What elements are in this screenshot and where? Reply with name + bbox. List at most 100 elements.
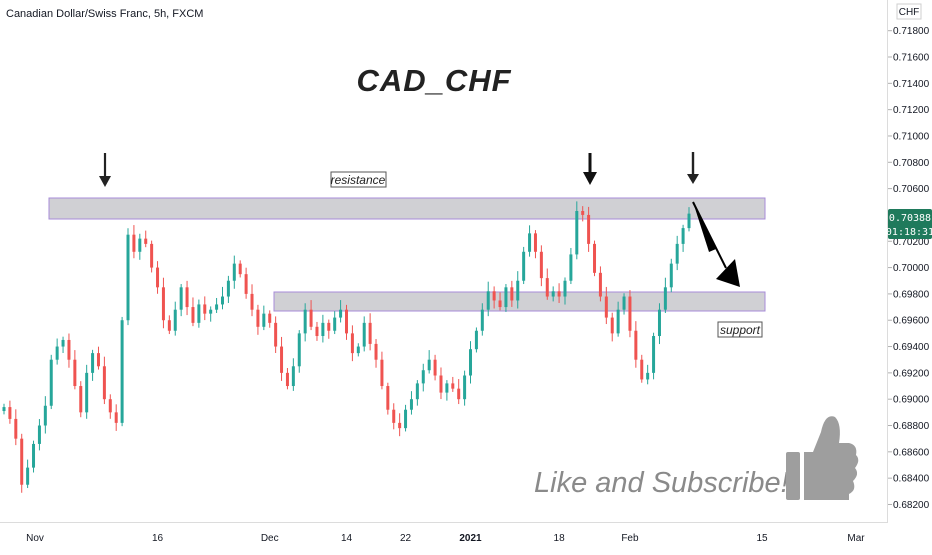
last-price-tag: 0.70388 01:18:31: [886, 209, 932, 239]
candle: [356, 343, 360, 357]
candle: [386, 382, 390, 415]
price-tick-label: 0.68400: [893, 474, 930, 485]
candle: [215, 297, 219, 313]
bar-countdown: 01:18:31: [886, 227, 932, 238]
thumbs-up-icon: [786, 416, 859, 500]
price-tick-label: 0.69600: [893, 316, 930, 327]
candle: [333, 311, 337, 335]
candle: [628, 290, 632, 338]
candle: [43, 396, 47, 434]
resistance-label-box: [330, 171, 387, 188]
price-tick-label: 0.69400: [893, 342, 930, 353]
price-tick-label: 0.68600: [893, 447, 930, 458]
candle: [232, 255, 236, 289]
candle: [557, 283, 561, 303]
candle: [26, 459, 30, 489]
resistance-arrow-middle: [583, 153, 597, 185]
candle: [37, 419, 41, 451]
candle: [303, 303, 307, 342]
candle: [14, 409, 18, 446]
price-tick-label: 0.71600: [893, 53, 930, 64]
candle: [256, 304, 260, 335]
candle: [457, 379, 461, 405]
candle: [309, 300, 313, 331]
candle: [67, 333, 71, 368]
candle: [687, 207, 691, 232]
candle: [20, 433, 24, 493]
candle: [622, 293, 626, 315]
candle: [368, 313, 372, 351]
support-label: support: [720, 323, 761, 337]
candle: [280, 336, 284, 381]
candle: [392, 403, 396, 430]
time-tick-label: 14: [341, 533, 353, 544]
candle: [486, 281, 490, 317]
candle: [244, 267, 248, 299]
candle: [220, 286, 224, 310]
chart-title: CAD_CHF: [356, 63, 511, 98]
candle: [120, 316, 124, 427]
price-tick-label: 0.69200: [893, 368, 930, 379]
candle: [179, 284, 183, 317]
candle: [374, 339, 378, 368]
candle: [593, 240, 597, 277]
candle: [634, 321, 638, 368]
candle: [646, 364, 650, 385]
currency-label: CHF: [899, 7, 920, 18]
candle: [126, 228, 130, 326]
candle: [427, 350, 431, 374]
price-tick-label: 0.69000: [893, 395, 930, 406]
candle: [398, 413, 402, 437]
candle: [598, 266, 602, 302]
candle: [516, 271, 520, 309]
candle: [575, 201, 579, 260]
candle: [404, 404, 408, 432]
candle: [498, 292, 502, 311]
candle: [79, 381, 83, 418]
candle: [150, 240, 154, 273]
candle: [8, 400, 12, 424]
candle: [545, 268, 549, 300]
candle: [108, 394, 112, 419]
candle: [49, 354, 53, 410]
candle: [551, 286, 555, 302]
candle: [663, 277, 667, 313]
candle: [167, 315, 171, 335]
candle: [315, 321, 319, 341]
candle: [380, 351, 384, 390]
candle: [563, 277, 567, 305]
price-tick-label: 0.69800: [893, 289, 930, 300]
candle: [132, 225, 136, 259]
candle: [409, 391, 413, 415]
time-tick-label: Feb: [621, 533, 639, 544]
candle: [161, 277, 165, 329]
resistance-label: resistance: [331, 173, 386, 187]
candle: [433, 354, 437, 381]
price-tick-label: 0.71800: [893, 26, 930, 37]
price-axis-ticks: 0.71800 0.71600 0.71400 0.71200 0.71000 0.708…: [888, 26, 930, 511]
candle: [522, 246, 526, 285]
candle: [533, 230, 537, 259]
time-axis-ticks: Nov 16 Dec 14 22 2021 18 Feb 15 Mar: [26, 533, 865, 544]
candle: [209, 306, 213, 322]
candle: [262, 305, 266, 331]
time-tick-label: Nov: [26, 533, 44, 544]
candle: [274, 316, 278, 353]
candle: [197, 299, 201, 328]
candle: [61, 336, 65, 353]
candle: [345, 304, 348, 340]
candle: [474, 327, 478, 353]
candle: [285, 367, 289, 390]
time-tick-label: Mar: [847, 533, 865, 544]
candle: [203, 296, 207, 321]
candle: [640, 354, 644, 383]
candles-layer: [2, 201, 691, 493]
candle: [327, 319, 331, 339]
time-tick-label: 16: [152, 533, 164, 544]
candle: [451, 376, 455, 392]
price-tick-label: 0.71200: [893, 105, 930, 116]
candle: [297, 330, 301, 373]
